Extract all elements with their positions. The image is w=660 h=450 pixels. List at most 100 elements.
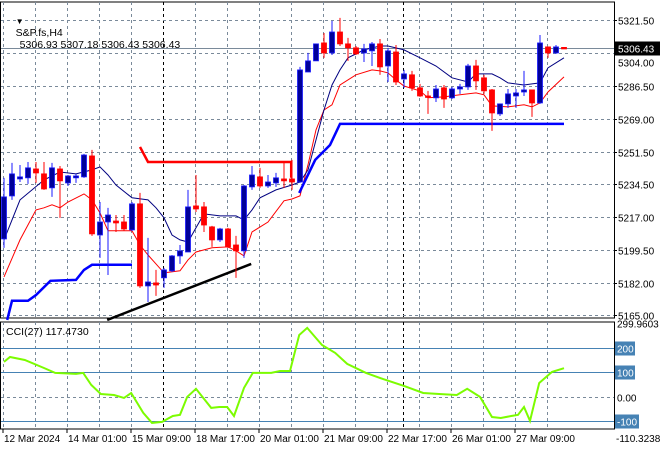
bearish-candle[interactable] xyxy=(473,65,479,82)
bearish-candle[interactable] xyxy=(193,205,199,210)
time-axis-label: 14 Mar 01:00 xyxy=(68,434,127,445)
bullish-candle[interactable] xyxy=(9,173,15,197)
bullish-candle[interactable] xyxy=(177,250,183,257)
bearish-candle[interactable] xyxy=(137,203,143,287)
bearish-candle[interactable] xyxy=(425,95,431,98)
bullish-candle[interactable] xyxy=(49,167,55,189)
bullish-candle[interactable] xyxy=(129,203,135,231)
bearish-candle[interactable] xyxy=(41,173,47,190)
symbol-label: S&P.fs,H4 xyxy=(15,27,63,39)
collapse-triangle-icon[interactable]: ▼ xyxy=(15,17,24,26)
bullish-candle[interactable] xyxy=(305,60,311,73)
time-axis-label: 12 Mar 2024 xyxy=(4,434,61,445)
bearish-candle[interactable] xyxy=(529,89,535,104)
bullish-candle[interactable] xyxy=(497,103,503,115)
bullish-candle[interactable] xyxy=(313,43,319,62)
bearish-candle[interactable] xyxy=(281,178,287,182)
bullish-candle[interactable] xyxy=(185,206,191,253)
bearish-candle[interactable] xyxy=(345,43,351,49)
price-axis-label: 5269.00 xyxy=(618,116,655,127)
time-axis-label: 21 Mar 09:00 xyxy=(324,434,383,445)
cci-level-tag xyxy=(615,414,639,429)
cci-level-tag xyxy=(615,365,635,380)
current-price-label: 5306.43 xyxy=(618,45,655,56)
bearish-candle[interactable] xyxy=(377,43,383,68)
bearish-candle[interactable] xyxy=(481,77,487,92)
bearish-candle[interactable] xyxy=(545,46,551,54)
bullish-candle[interactable] xyxy=(65,175,71,184)
bullish-candle[interactable] xyxy=(537,42,543,104)
bullish-candle[interactable] xyxy=(73,175,79,179)
bullish-candle[interactable] xyxy=(81,154,87,178)
cci-line xyxy=(3,326,565,425)
time-axis-label: 15 Mar 09:00 xyxy=(132,434,191,445)
bearish-candle[interactable] xyxy=(393,51,399,83)
bullish-candle[interactable] xyxy=(217,228,223,241)
bullish-candle[interactable] xyxy=(369,43,375,52)
bearish-candle[interactable] xyxy=(561,47,567,50)
cci-max-label: 299.9603 xyxy=(617,319,659,330)
cci-indicator-label: CCI(27) 117.4730 xyxy=(6,326,89,338)
bullish-candle[interactable] xyxy=(457,86,463,90)
time-axis-label: 26 Mar 01:00 xyxy=(452,434,511,445)
bearish-candle[interactable] xyxy=(257,176,263,187)
bullish-candle[interactable] xyxy=(361,48,367,54)
bullish-candle[interactable] xyxy=(249,174,255,188)
bullish-candle[interactable] xyxy=(329,31,335,54)
support-stepline xyxy=(298,122,564,194)
bearish-candle[interactable] xyxy=(209,226,215,241)
cci-level-label: 100 xyxy=(617,369,634,380)
bearish-candle[interactable] xyxy=(153,282,159,286)
bullish-candle[interactable] xyxy=(241,185,247,252)
bullish-candle[interactable] xyxy=(97,221,103,236)
bullish-candle[interactable] xyxy=(161,269,167,279)
bearish-candle[interactable] xyxy=(441,87,447,100)
bullish-candle[interactable] xyxy=(169,255,175,272)
bullish-candle[interactable] xyxy=(553,46,559,54)
bullish-candle[interactable] xyxy=(145,281,151,287)
bearish-candle[interactable] xyxy=(321,42,327,54)
bullish-candle[interactable] xyxy=(25,167,31,179)
time-axis-label: 22 Mar 17:00 xyxy=(388,434,447,445)
bearish-candle[interactable] xyxy=(201,206,207,226)
bullish-candle[interactable] xyxy=(465,65,471,88)
bullish-candle[interactable] xyxy=(513,92,519,97)
time-axis-label: 27 Mar 09:00 xyxy=(516,434,575,445)
bearish-candle[interactable] xyxy=(121,221,127,230)
bullish-candle[interactable] xyxy=(521,89,527,93)
bullish-candle[interactable] xyxy=(1,196,7,240)
bearish-candle[interactable] xyxy=(489,89,495,114)
cci-level-label: -100 xyxy=(617,418,637,429)
bullish-candle[interactable] xyxy=(505,93,511,105)
bearish-candle[interactable] xyxy=(113,220,119,224)
bearish-candle[interactable] xyxy=(337,31,343,45)
bearish-candle[interactable] xyxy=(89,155,95,235)
bearish-candle[interactable] xyxy=(33,168,39,174)
price-axis-label: 5321.50 xyxy=(618,17,655,28)
bearish-candle[interactable] xyxy=(289,178,295,183)
bullish-candle[interactable] xyxy=(433,88,439,99)
bullish-candle[interactable] xyxy=(17,176,23,180)
price-axis-label: 5217.00 xyxy=(618,214,655,225)
bearish-candle[interactable] xyxy=(409,74,415,89)
bearish-candle[interactable] xyxy=(233,244,239,252)
bullish-candle[interactable] xyxy=(105,214,111,223)
price-axis-label: 5182.00 xyxy=(618,280,655,291)
cci-level-label: 0.00 xyxy=(617,394,637,405)
bullish-candle[interactable] xyxy=(385,50,391,67)
bearish-candle[interactable] xyxy=(417,87,423,97)
price-axis-label: 5251.50 xyxy=(618,149,655,160)
bullish-candle[interactable] xyxy=(449,88,455,99)
time-axis-label: 20 Mar 01:00 xyxy=(260,434,319,445)
cci-level-tag xyxy=(615,341,635,356)
bullish-candle[interactable] xyxy=(273,177,279,184)
bearish-candle[interactable] xyxy=(225,228,231,248)
cci-min-label: -110.3238 xyxy=(616,434,660,445)
bullish-candle[interactable] xyxy=(401,73,407,80)
bullish-candle[interactable] xyxy=(265,181,271,187)
bullish-candle[interactable] xyxy=(297,69,303,183)
bearish-candle[interactable] xyxy=(353,47,359,55)
bearish-candle[interactable] xyxy=(57,168,63,182)
